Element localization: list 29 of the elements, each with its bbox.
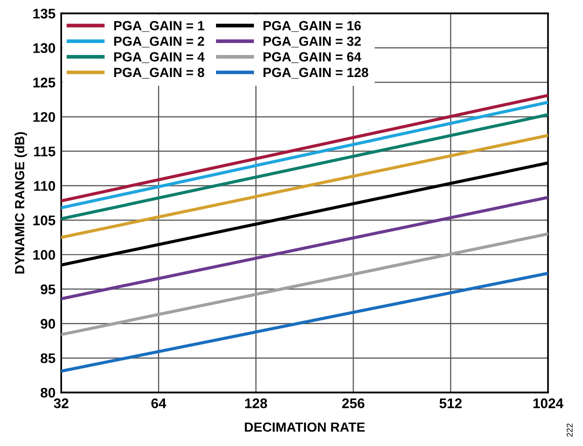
legend-label: PGA_GAIN = 1 xyxy=(114,20,204,32)
y-tick-label: 120 xyxy=(33,112,56,122)
y-tick-label: 95 xyxy=(40,284,56,294)
legend-label: PGA_GAIN = 64 xyxy=(264,52,362,64)
text: 222 xyxy=(566,424,573,437)
x-tick-label: 1024 xyxy=(533,398,564,408)
legend-label: PGA_GAIN = 2 xyxy=(114,36,204,48)
x-tick-label: 512 xyxy=(440,398,462,408)
x-axis-title: DECIMATION RATE xyxy=(244,422,365,432)
legend-label: PGA_GAIN = 16 xyxy=(264,20,361,32)
y-tick-label: 80 xyxy=(40,388,56,398)
y-tick-label: 130 xyxy=(33,43,56,54)
y-axis-title: DYNAMIC RANGE (dB) xyxy=(14,132,27,274)
y-tick-label: 115 xyxy=(34,146,56,156)
x-tick-label: 128 xyxy=(245,398,268,408)
x-tick-label: 256 xyxy=(342,398,364,408)
x-tick-label: 32 xyxy=(54,398,68,408)
legend-label: PGA_GAIN = 128 xyxy=(264,68,368,79)
legend-label: PGA_GAIN = 8 xyxy=(114,68,204,79)
y-tick-label: 125 xyxy=(33,78,56,88)
y-tick-label: 90 xyxy=(40,318,56,329)
y-tick-label: 105 xyxy=(33,215,56,226)
legend-label: PGA_GAIN = 4 xyxy=(114,52,205,64)
y-tick-label: 85 xyxy=(40,353,56,364)
y-tick-label: 100 xyxy=(33,250,56,260)
x-tick-label: 64 xyxy=(151,398,166,408)
legend-label: PGA_GAIN = 32 xyxy=(264,36,361,48)
y-tick-label: 135 xyxy=(33,8,56,19)
y-tick-label: 110 xyxy=(34,181,56,191)
